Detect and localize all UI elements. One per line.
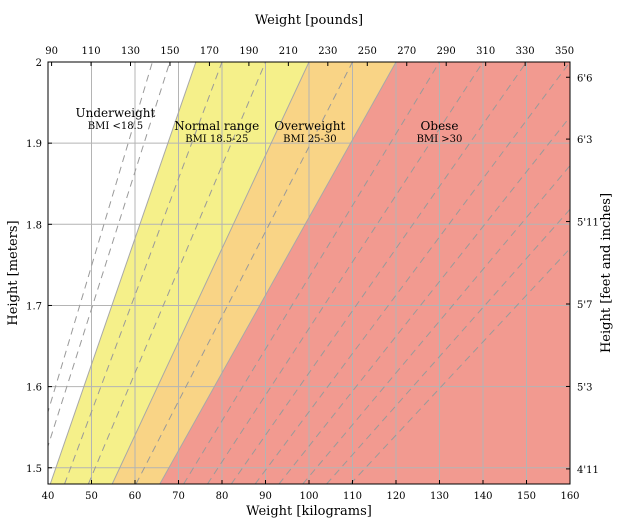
y2-tick-label-6-3: 6'3 bbox=[577, 135, 592, 146]
bmi-regions bbox=[48, 62, 570, 484]
bmi-line-20 bbox=[64, 62, 223, 484]
x-tick-label-70: 70 bbox=[172, 491, 185, 502]
x-axis-title-bottom: Weight [kilograms] bbox=[246, 504, 372, 519]
region-overweight bbox=[112, 62, 397, 484]
x2-tick-label-330: 330 bbox=[516, 46, 535, 57]
region-label-overweight: Overweight bbox=[274, 119, 345, 133]
x-tick-label-40: 40 bbox=[42, 491, 55, 502]
x-tick-label-120: 120 bbox=[386, 491, 405, 502]
x2-tick-label-130: 130 bbox=[121, 46, 140, 57]
bmi-line-42-5 bbox=[278, 116, 570, 484]
x-tick-label-100: 100 bbox=[299, 491, 318, 502]
region-obese bbox=[159, 62, 570, 484]
region-underweight bbox=[48, 62, 196, 484]
bmi-line-37-5 bbox=[230, 62, 527, 484]
x2-tick-label-190: 190 bbox=[239, 46, 258, 57]
y-axis-title-left: Height [meters] bbox=[6, 220, 21, 325]
region-sublabel-underweight: BMI <18.5 bbox=[88, 121, 143, 132]
x-tick-label-160: 160 bbox=[560, 491, 579, 502]
bmi-line-40 bbox=[254, 62, 570, 484]
bmi-line-32-5 bbox=[183, 62, 440, 484]
axis-ticks: 40 50 60 70 80 90 100 110 120 130 140 150 160 90 110 13… bbox=[26, 46, 599, 502]
x-tick-label-150: 150 bbox=[517, 491, 536, 502]
x2-tick-label-230: 230 bbox=[318, 46, 337, 57]
bmi-line-50 bbox=[350, 247, 570, 484]
y2-tick-label-5-11: 5'11 bbox=[577, 218, 599, 229]
region-sublabel-obese: BMI >30 bbox=[417, 134, 463, 145]
y-tick-label-1-9: 1.9 bbox=[26, 139, 42, 150]
y2-tick-label-6-6: 6'6 bbox=[577, 73, 592, 84]
y2-tick-label-5-7: 5'7 bbox=[577, 300, 592, 311]
y2-tick-label-5-3: 5'3 bbox=[577, 382, 592, 393]
x2-tick-label-310: 310 bbox=[476, 46, 495, 57]
x2-tick-label-90: 90 bbox=[45, 46, 58, 57]
boundary-line-bmi-18-5 bbox=[49, 62, 197, 484]
region-label-obese: Obese bbox=[421, 119, 459, 133]
y2-tick-label-4-11: 4'11 bbox=[577, 465, 599, 476]
bmi-line-16 bbox=[48, 62, 153, 414]
y-tick-label-1-7: 1.7 bbox=[26, 301, 42, 312]
y-tick-label-1-6: 1.6 bbox=[26, 383, 42, 394]
bmi-boundary-lines bbox=[49, 62, 397, 484]
x-tick-label-90: 90 bbox=[259, 491, 272, 502]
region-label-underweight: Underweight bbox=[76, 106, 156, 120]
x2-tick-label-250: 250 bbox=[358, 46, 377, 57]
x-tick-label-80: 80 bbox=[216, 491, 229, 502]
region-sublabel-overweight: BMI 25-30 bbox=[283, 134, 337, 145]
boundary-line-bmi-30 bbox=[159, 62, 397, 484]
x2-tick-label-210: 210 bbox=[279, 46, 298, 57]
x-axis-title-top: Weight [pounds] bbox=[255, 13, 363, 28]
x2-tick-label-170: 170 bbox=[200, 46, 219, 57]
x2-tick-label-290: 290 bbox=[437, 46, 456, 57]
bmi-dashed-lines bbox=[48, 62, 570, 484]
x2-tick-label-150: 150 bbox=[160, 46, 179, 57]
region-sublabel-normal-range: BMI 18.5-25 bbox=[185, 134, 248, 145]
region-normal-range bbox=[50, 62, 310, 484]
x2-tick-label-110: 110 bbox=[81, 46, 100, 57]
grid-lines bbox=[48, 62, 570, 484]
region-label-normal-range: Normal range bbox=[174, 119, 259, 133]
x-tick-label-50: 50 bbox=[85, 491, 98, 502]
bmi-line-22-5 bbox=[87, 62, 266, 484]
x-tick-label-140: 140 bbox=[473, 491, 492, 502]
y-tick-label-1-8: 1.8 bbox=[26, 220, 42, 231]
y-tick-label-1-5: 1.5 bbox=[26, 464, 42, 475]
x2-tick-label-270: 270 bbox=[397, 46, 416, 57]
bmi-line-47-5 bbox=[326, 208, 570, 484]
boundary-line-bmi-25 bbox=[111, 62, 310, 484]
y-axis-title-right: Height [feet and inches] bbox=[599, 193, 614, 353]
x-tick-label-130: 130 bbox=[430, 491, 449, 502]
x2-tick-label-350: 350 bbox=[555, 46, 574, 57]
x-tick-label-110: 110 bbox=[343, 491, 362, 502]
y-tick-label-2: 2 bbox=[36, 58, 42, 69]
x-tick-label-60: 60 bbox=[129, 491, 142, 502]
bmi-line-17 bbox=[48, 62, 171, 448]
